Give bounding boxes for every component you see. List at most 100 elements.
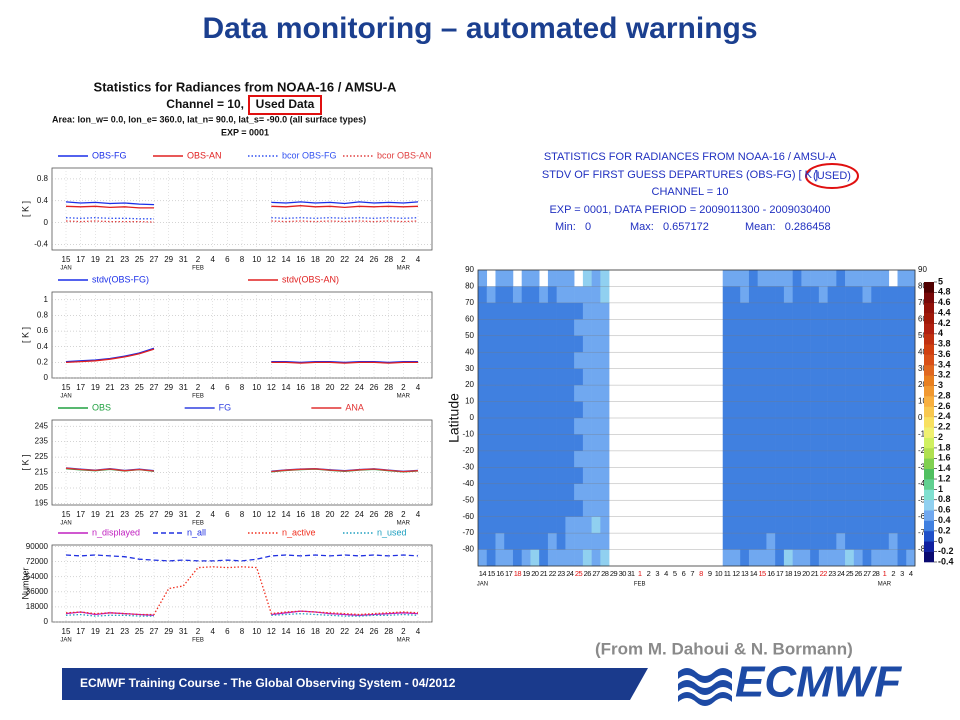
heatmap-cell <box>792 352 802 369</box>
y-tick-label: 70 <box>465 298 474 307</box>
legend-label: bcor OBS-FG <box>282 150 337 160</box>
month-label: FEB <box>192 266 204 272</box>
heatmap-cell <box>810 385 820 402</box>
heatmap-cell <box>495 352 505 369</box>
plot-frame <box>477 269 916 567</box>
plot-area <box>51 544 433 623</box>
colorbar-segment <box>924 520 934 532</box>
heatmap-cell <box>547 401 557 419</box>
heatmap-cell <box>888 434 898 452</box>
heatmap-cell <box>827 500 837 517</box>
logo: ECMWF <box>678 658 902 707</box>
heatmap-cell <box>731 450 741 468</box>
heatmap-cell <box>818 335 828 353</box>
heatmap-cell <box>871 533 881 550</box>
heatmap-cell <box>565 335 575 353</box>
heatmap-cell <box>504 335 514 353</box>
heatmap-cell <box>512 286 522 304</box>
heatmap-cell <box>539 467 549 485</box>
heatmap-cell <box>766 286 776 304</box>
heatmap-cell <box>722 467 732 485</box>
legend-label: ANA <box>345 402 364 412</box>
heatmap-cell <box>792 286 802 304</box>
heatmap-cell <box>504 302 514 320</box>
heatmap-cell <box>880 500 890 517</box>
heatmap-cell <box>600 549 610 567</box>
x-tick-label: 6 <box>225 383 230 392</box>
heatmap-cell <box>600 500 610 517</box>
heatmap-cell <box>853 401 863 419</box>
y-tick-label: 0.2 <box>37 357 49 366</box>
stat-text: Min: 0 <box>555 221 591 233</box>
heatmap-cell <box>897 533 907 550</box>
heatmap-cell <box>818 418 828 435</box>
heatmap-cell <box>792 302 802 320</box>
x-tick-label: 12 <box>267 510 276 519</box>
heatmap-cell <box>810 516 820 534</box>
x-tick-label: 2 <box>401 383 406 392</box>
logo-wave <box>678 680 732 695</box>
heatmap-cell <box>775 434 785 452</box>
heatmap-cell <box>582 352 592 369</box>
heatmap-cell <box>757 483 767 501</box>
heatmap-cell <box>574 533 584 550</box>
x-tick-label: 24 <box>355 383 364 392</box>
y-tick-label: 195 <box>35 499 49 508</box>
heatmap-cell <box>766 516 776 534</box>
heatmap-cell <box>556 385 566 402</box>
heatmap-cell <box>565 516 575 534</box>
heatmap-cell <box>556 401 566 419</box>
heatmap-cell <box>775 401 785 419</box>
colorbar-segment <box>924 541 934 552</box>
heatmap-cell <box>530 286 540 304</box>
heatmap-cell <box>539 434 549 452</box>
colorbar-label: 2.8 <box>938 390 951 400</box>
heatmap-cell <box>565 270 575 287</box>
x-tick-label: 27 <box>863 569 871 578</box>
heatmap-cell <box>512 302 522 320</box>
heatmap-cell <box>547 533 557 550</box>
x-tick-label: 26 <box>855 569 863 578</box>
series-line <box>65 201 419 206</box>
heatmap-cell <box>740 286 750 304</box>
heatmap-cell <box>748 500 758 517</box>
stat-text: Max: 0.657172 <box>630 221 709 233</box>
legend-label: n_all <box>187 527 206 537</box>
colorbar-segment <box>924 313 934 324</box>
y-tick-label: -40 <box>462 479 474 488</box>
heatmap-cell <box>836 335 846 353</box>
heatmap-cell <box>582 385 592 402</box>
heatmap-cell <box>906 270 916 287</box>
heatmap-cell <box>582 319 592 337</box>
heatmap-cell <box>495 450 505 468</box>
x-tick-label: 31 <box>179 383 188 392</box>
heatmap-cell <box>757 533 767 550</box>
heatmap-cell <box>783 500 793 517</box>
heatmap-cell <box>504 401 514 419</box>
heatmap-cell <box>853 368 863 386</box>
y-tick-label: 205 <box>35 483 49 492</box>
month-label: MAR <box>397 394 411 400</box>
heatmap-cell <box>512 401 522 419</box>
heatmap-cell <box>574 302 584 320</box>
x-tick-label: 17 <box>76 255 85 264</box>
x-tick-label: 29 <box>164 627 173 636</box>
heatmap-cell <box>888 467 898 485</box>
month-label: FEB <box>634 582 646 588</box>
x-tick-label: 26 <box>370 510 379 519</box>
x-tick-label: 26 <box>370 255 379 264</box>
x-tick-label: 23 <box>828 569 836 578</box>
month-label: FEB <box>192 521 204 527</box>
heatmap-cell <box>871 335 881 353</box>
heatmap-cell <box>836 450 846 468</box>
heatmap-cell <box>818 483 828 501</box>
footer-text: ECMWF Training Course - The Global Obser… <box>80 676 456 690</box>
heatmap-cell <box>871 401 881 419</box>
heatmap-cell <box>521 549 531 567</box>
right-figure: (USED) <box>805 163 859 189</box>
heatmap-cell <box>836 418 846 435</box>
y-tick-label: 1 <box>44 295 49 304</box>
heatmap-cell <box>547 319 557 337</box>
x-tick-label: 27 <box>150 627 159 636</box>
x-tick-label: 16 <box>296 383 305 392</box>
